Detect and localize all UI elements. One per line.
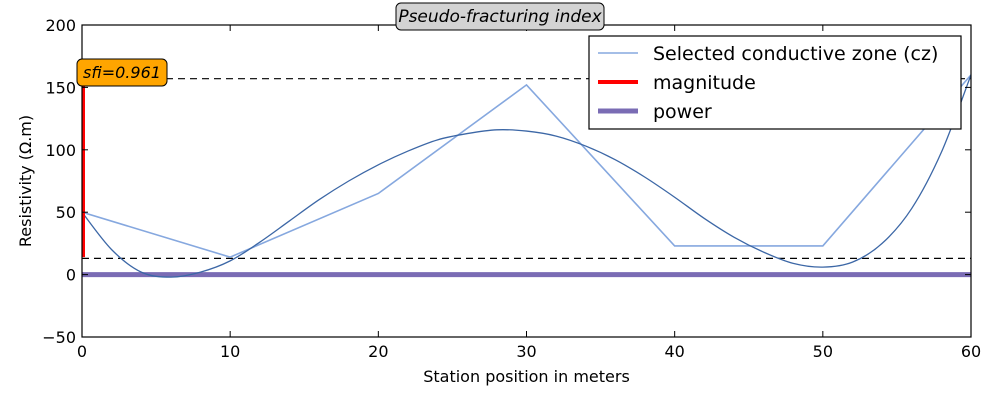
legend-label-0: Selected conductive zone (cz): [653, 43, 938, 65]
legend: Selected conductive zone (cz) magnitude po…: [588, 35, 962, 130]
x-tick-label-50: 50: [813, 342, 833, 361]
selected-zone-line: [82, 74, 971, 258]
legend-label-2: power: [653, 101, 712, 123]
title-box: [395, 2, 605, 31]
y-axis-label: Resistivity (Ω.m): [16, 115, 35, 247]
annotation-box: [76, 58, 168, 87]
x-tick-label-20: 20: [368, 342, 388, 361]
y-tick-label-100: 100: [45, 141, 76, 160]
chart-title: Pseudo-fracturing index: [398, 7, 602, 27]
x-tick-label-60: 60: [961, 342, 981, 361]
annotation-label: sfi=0.961: [83, 63, 161, 82]
x-tick-label-30: 30: [516, 342, 536, 361]
y-tick-label--50: −50: [42, 328, 76, 347]
y-tick-label-50: 50: [56, 203, 76, 222]
x-tick-label-10: 10: [220, 342, 240, 361]
y-tick-label-200: 200: [45, 16, 76, 35]
x-axis-label: Station position in meters: [423, 367, 630, 386]
plot-area: [82, 74, 971, 278]
x-tick-label-40: 40: [664, 342, 684, 361]
legend-label-1: magnitude: [653, 72, 756, 94]
legend-box: [588, 35, 962, 130]
x-tick-label-0: 0: [77, 342, 87, 361]
y-tick-label-150: 150: [45, 78, 76, 97]
y-tick-label-0: 0: [66, 266, 76, 285]
fit-curve-line: [82, 74, 971, 278]
